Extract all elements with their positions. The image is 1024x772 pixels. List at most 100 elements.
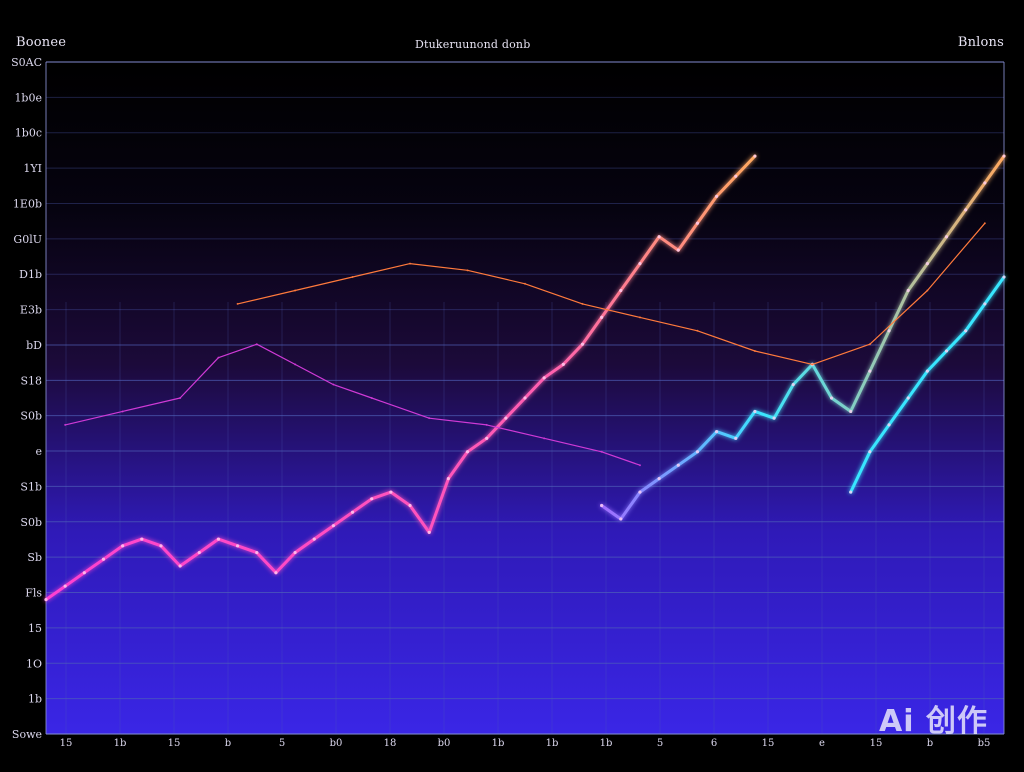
x-tick-label: 6 xyxy=(711,738,717,749)
data-point xyxy=(657,235,661,239)
x-tick-label: 15 xyxy=(168,738,181,749)
data-point xyxy=(791,382,795,387)
data-point xyxy=(887,329,891,333)
data-point xyxy=(294,289,297,292)
x-tick-labels: 15 1b 15 b 5 b0 18 b0 1b 1b 1b 5 6 15 e 15 b b5 xyxy=(60,738,991,749)
y-tick-label: 1YI xyxy=(23,162,42,175)
data-point xyxy=(427,530,431,535)
data-point xyxy=(696,329,699,332)
data-point xyxy=(312,537,316,541)
data-point xyxy=(868,369,872,373)
data-point xyxy=(179,397,182,399)
x-tick-label: b xyxy=(927,738,933,749)
data-point xyxy=(216,537,221,541)
data-point xyxy=(293,550,297,555)
data-point xyxy=(408,503,412,508)
data-point xyxy=(274,571,278,575)
data-point xyxy=(332,383,335,386)
data-point xyxy=(63,584,67,588)
y-tick-label: 15 xyxy=(28,622,42,635)
x-tick-label: b0 xyxy=(330,738,343,749)
data-point xyxy=(446,477,450,481)
series-thin-orange-line xyxy=(237,222,986,365)
data-point xyxy=(964,329,968,333)
data-point xyxy=(542,376,546,380)
y-tick-label: bD xyxy=(26,339,42,352)
data-point xyxy=(543,437,546,440)
data-point xyxy=(600,315,604,319)
data-point xyxy=(331,524,335,528)
data-point xyxy=(638,464,641,467)
x-tick-label: b5 xyxy=(978,738,991,749)
chart-title: Dtukeruunond donb xyxy=(415,38,531,51)
data-point xyxy=(619,517,623,521)
data-point xyxy=(255,343,258,346)
y-tick-label: Sowe xyxy=(12,728,42,741)
data-point xyxy=(600,503,604,508)
data-point xyxy=(466,269,469,272)
top-left-label: Boonee xyxy=(16,35,67,50)
data-point xyxy=(370,497,374,501)
y-tick-label: S1b xyxy=(20,480,42,493)
data-point xyxy=(524,282,526,285)
data-point xyxy=(906,396,910,400)
data-point xyxy=(868,450,872,454)
data-point xyxy=(465,450,470,454)
data-point xyxy=(868,343,871,346)
data-point xyxy=(772,416,776,420)
data-point xyxy=(428,417,431,420)
data-point xyxy=(581,302,584,305)
data-point xyxy=(409,262,412,265)
data-point xyxy=(887,423,891,427)
y-tick-label: 1E0b xyxy=(13,197,42,210)
x-tick-label: 1b xyxy=(546,738,559,749)
y-tick-label: Sb xyxy=(27,551,42,564)
data-point xyxy=(983,222,986,225)
data-point xyxy=(753,154,757,158)
y-tick-label: 1b0c xyxy=(15,127,42,140)
y-tick-label: D1b xyxy=(19,268,42,281)
x-tick-label: 15 xyxy=(60,738,73,749)
data-point xyxy=(370,397,373,399)
data-point xyxy=(944,235,949,239)
x-tick-label: 18 xyxy=(384,738,397,749)
data-point xyxy=(753,409,757,414)
top-right-label: Bnlons xyxy=(957,35,1004,50)
x-tick-label: 5 xyxy=(279,738,285,749)
data-point xyxy=(753,349,756,352)
data-point xyxy=(121,410,124,413)
data-point xyxy=(101,557,106,561)
data-point xyxy=(600,450,603,453)
data-point xyxy=(906,288,910,293)
data-point xyxy=(236,544,240,548)
y-tick-label: S0b xyxy=(20,410,42,423)
data-point xyxy=(983,181,987,185)
data-point xyxy=(619,288,623,293)
data-point xyxy=(1002,275,1006,279)
data-point xyxy=(811,363,814,366)
x-tick-label: 1b xyxy=(114,738,127,749)
x-tick-label: b0 xyxy=(438,738,451,749)
data-point xyxy=(734,174,738,178)
data-point xyxy=(715,194,719,198)
watermark-logo: Ai 创作 xyxy=(879,704,988,739)
data-point xyxy=(350,510,355,514)
data-point xyxy=(638,316,641,319)
data-point xyxy=(676,463,680,467)
data-point xyxy=(255,550,259,555)
x-tick-label: 5 xyxy=(657,738,663,749)
data-point xyxy=(523,396,527,400)
y-tick-label: 1O xyxy=(26,657,42,670)
data-point xyxy=(1002,154,1006,158)
data-point xyxy=(159,544,163,548)
data-point xyxy=(140,537,144,541)
data-point xyxy=(294,363,297,366)
data-point xyxy=(829,396,834,400)
data-point xyxy=(389,490,393,494)
series-cyan-orange-line xyxy=(600,154,1006,521)
y-tick-label: E3b xyxy=(20,304,42,317)
x-tick-label: b xyxy=(225,738,231,749)
x-tick-label: e xyxy=(819,738,825,749)
